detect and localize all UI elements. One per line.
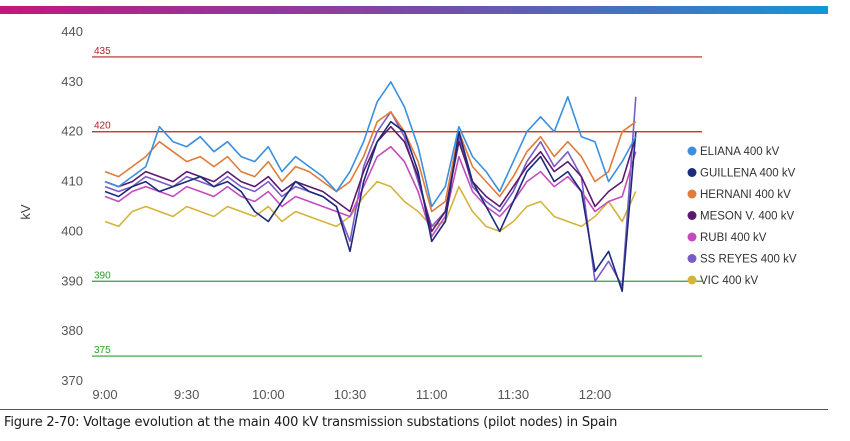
reference-label-375: 375 — [94, 345, 111, 356]
x-tick-label: 9:00 — [92, 387, 117, 402]
y-tick-label: 420 — [61, 124, 83, 139]
x-tick-label: 11:30 — [498, 387, 530, 402]
series-lines — [104, 81, 637, 293]
series-line-vic-400-kv — [104, 180, 637, 233]
legend-marker — [687, 168, 697, 177]
caption-divider — [0, 409, 828, 410]
voltage-chart: 435 420 390 375 370 380 390 400 410 420 430 440 9:… — [18, 24, 797, 402]
y-tick-label: 400 — [61, 223, 83, 238]
legend-marker — [687, 189, 697, 199]
x-tick-label: 11:00 — [416, 387, 448, 402]
legend-marker — [687, 146, 697, 156]
legend-label: VIC 400 kV — [700, 275, 758, 287]
series-line-meson-v-400-kv — [104, 125, 637, 233]
legend-label: SS REYES 400 kV — [700, 254, 797, 266]
figure-caption: Figure 2-70: Voltage evolution at the ma… — [4, 415, 618, 430]
series-line-guillena-400-kv — [104, 120, 637, 293]
series-line-hernani-400-kv — [104, 111, 637, 213]
legend-label: ELIANA 400 kV — [700, 146, 780, 158]
x-tick-label: 9:30 — [174, 387, 199, 402]
y-tick-label: 430 — [61, 74, 83, 89]
legend: ELIANA 400 kV GUILLENA 400 kV HERNANI 400 … — [687, 146, 797, 287]
legend-label: RUBI 400 kV — [700, 232, 767, 244]
y-tick-label: 370 — [61, 373, 83, 388]
y-axis-label: kV — [18, 204, 33, 220]
y-axis: 370 380 390 400 410 420 430 440 — [61, 24, 83, 388]
x-tick-label: 10:30 — [334, 387, 367, 402]
series-line-rubi-400-kv — [104, 145, 637, 238]
x-tick-label: 10:00 — [252, 387, 285, 402]
reference-label-420: 420 — [94, 121, 111, 132]
y-tick-label: 440 — [61, 24, 83, 39]
series-line-eliana-400-kv — [104, 81, 637, 208]
legend-label: GUILLENA 400 kV — [700, 168, 796, 180]
legend-marker — [687, 254, 697, 263]
reference-lines: 435 420 390 375 — [92, 46, 702, 357]
legend-marker — [687, 275, 697, 285]
reference-label-435: 435 — [94, 46, 111, 57]
legend-label: MESON V. 400 kV — [700, 211, 795, 223]
top-gradient-bar — [0, 6, 828, 14]
y-tick-label: 390 — [61, 273, 83, 288]
x-axis: 9:00 9:30 10:00 10:30 11:00 11:30 12:00 — [92, 387, 611, 402]
legend-label: HERNANI 400 kV — [700, 189, 791, 201]
x-tick-label: 12:00 — [579, 387, 612, 402]
reference-label-390: 390 — [94, 270, 111, 281]
legend-marker — [687, 211, 697, 220]
y-tick-label: 410 — [61, 174, 83, 189]
y-tick-label: 380 — [61, 323, 83, 338]
legend-marker — [687, 232, 697, 242]
